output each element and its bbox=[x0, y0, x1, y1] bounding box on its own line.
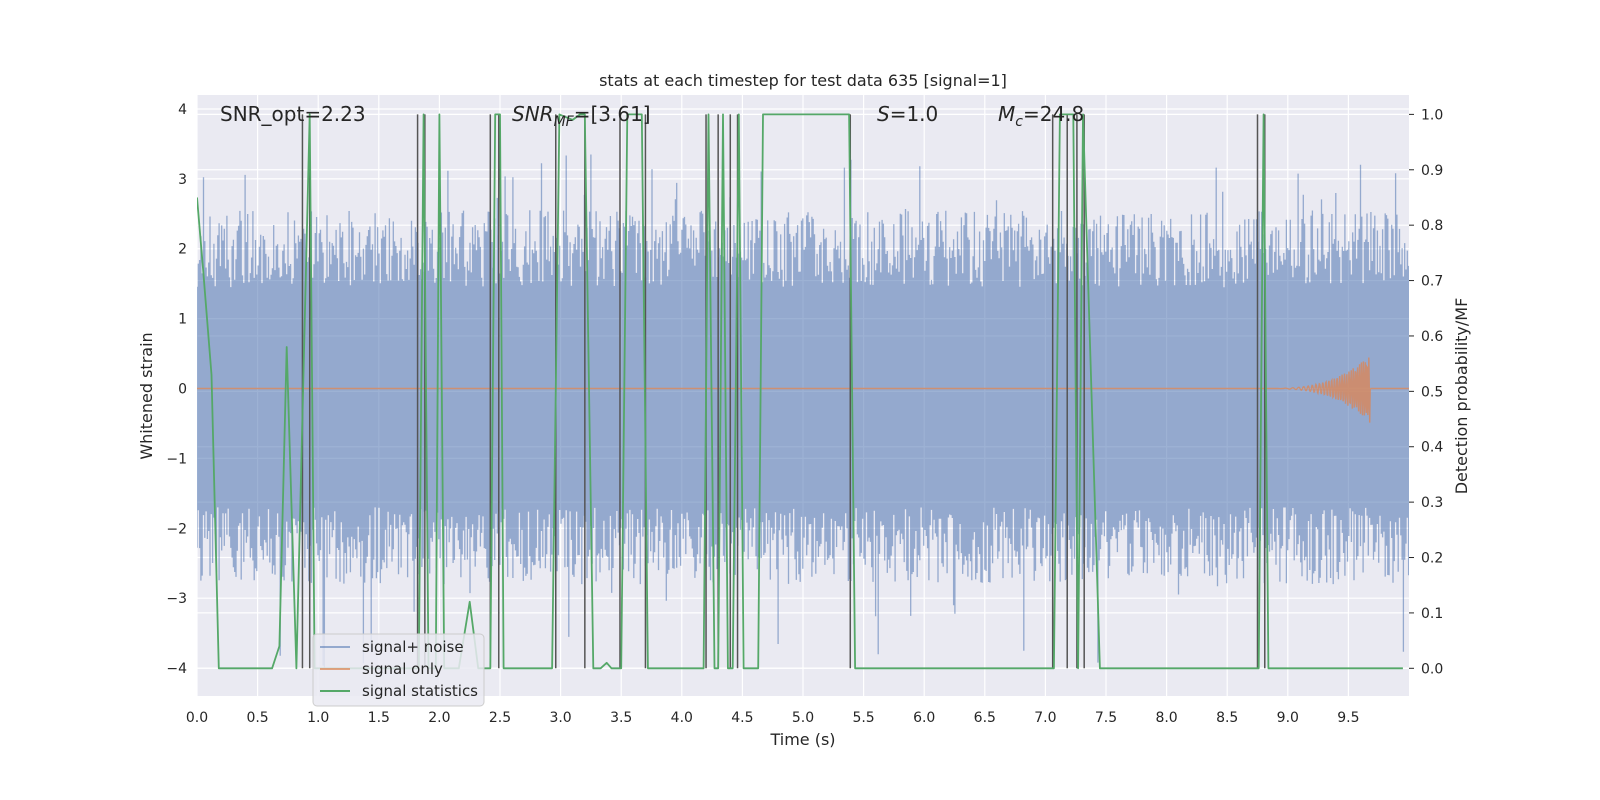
y-tick-label-right: 0.8 bbox=[1421, 218, 1443, 234]
x-tick-label: 1.5 bbox=[368, 710, 390, 726]
x-tick-label: 4.0 bbox=[671, 710, 693, 726]
y-tick-label-left: −2 bbox=[166, 521, 187, 537]
legend-box bbox=[312, 633, 485, 707]
x-tick-label: 5.0 bbox=[792, 710, 814, 726]
y-tick-label-left: 4 bbox=[178, 102, 187, 118]
y-axis-label-left: Whitened strain bbox=[137, 332, 156, 459]
x-tick-label: 2.5 bbox=[489, 710, 511, 726]
snr-mf-sub: MF bbox=[554, 114, 575, 130]
x-tick-label: 8.5 bbox=[1216, 710, 1238, 726]
x-tick-label: 0.0 bbox=[186, 710, 208, 726]
snr-mf-main: SNR bbox=[512, 102, 554, 126]
x-tick-label: 5.5 bbox=[852, 710, 874, 726]
y-tick-label-right: 0.1 bbox=[1421, 606, 1443, 622]
y-axis-label-right: Detection probability/MF bbox=[1452, 298, 1471, 495]
s-value: =1.0 bbox=[890, 102, 939, 126]
annotation-s: S=1.0 bbox=[877, 102, 938, 126]
y-tick-label-left: 3 bbox=[178, 172, 187, 188]
x-tick-label: 9.0 bbox=[1277, 710, 1299, 726]
mc-sub: c bbox=[1015, 114, 1023, 130]
signal-only-trace bbox=[197, 357, 1409, 423]
annotation-snr-mf: SNRMF=[3.61] bbox=[512, 102, 651, 130]
x-axis-label: Time (s) bbox=[769, 730, 835, 749]
mc-value: =24.8 bbox=[1023, 102, 1084, 126]
x-tick-label: 7.5 bbox=[1095, 710, 1117, 726]
y-tick-label-right: 0.6 bbox=[1421, 329, 1443, 345]
y-tick-label-right: 0.2 bbox=[1421, 551, 1443, 567]
y-tick-label-right: 0.9 bbox=[1421, 163, 1443, 179]
vertical-markers bbox=[301, 114, 1266, 669]
x-tick-label: 3.5 bbox=[610, 710, 632, 726]
x-tick-label: 4.5 bbox=[731, 710, 753, 726]
y-tick-label-left: −3 bbox=[166, 591, 187, 607]
y-tick-label-right: 0.5 bbox=[1421, 384, 1443, 400]
x-tick-label: 6.5 bbox=[974, 710, 996, 726]
x-tick-label: 6.0 bbox=[913, 710, 935, 726]
y-tick-label-left: −1 bbox=[166, 451, 187, 467]
y-tick-label-right: 0.7 bbox=[1421, 274, 1443, 290]
y-tick-label-left: 1 bbox=[178, 312, 187, 328]
y-tick-label-right: 1.0 bbox=[1421, 107, 1443, 123]
mc-main: M bbox=[998, 102, 1015, 126]
x-tick-label: 1.0 bbox=[307, 710, 329, 726]
snr-mf-value: =[3.61] bbox=[574, 102, 651, 126]
x-ticks: 0.0 0.5 1.0 1.5 2.0 2.5 3.0 3.5 4.0 4.5 5.0 5.5 6.0 6… bbox=[186, 710, 1360, 726]
legend-label-stats: signal statistics bbox=[362, 682, 478, 700]
legend-label-noise: signal+ noise bbox=[362, 638, 464, 656]
x-tick-label: 3.0 bbox=[549, 710, 571, 726]
legend: signal+ noise signal only signal statist… bbox=[312, 633, 485, 707]
x-tick-label: 2.0 bbox=[428, 710, 450, 726]
y-tick-label-right: 0.0 bbox=[1421, 661, 1443, 677]
x-tick-label: 0.5 bbox=[246, 710, 268, 726]
y-tick-label-left: −4 bbox=[166, 661, 187, 677]
y-tick-label-right: 0.3 bbox=[1421, 495, 1443, 511]
y-ticks-right: 0.0 0.1 0.2 0.3 0.4 0.5 0.6 0.7 0.8 0.9 1.0 bbox=[1409, 107, 1443, 677]
y-tick-label-right: 0.4 bbox=[1421, 440, 1443, 456]
x-tick-label: 7.0 bbox=[1034, 710, 1056, 726]
chart-title: stats at each timestep for test data 635… bbox=[599, 71, 1007, 90]
annotation-snr-opt: SNR_opt=2.23 bbox=[220, 102, 366, 126]
x-tick-label: 9.5 bbox=[1337, 710, 1359, 726]
signal-only-series bbox=[197, 357, 1409, 423]
s-main: S bbox=[877, 102, 890, 126]
y-tick-label-left: 2 bbox=[178, 242, 187, 258]
legend-label-signal: signal only bbox=[362, 660, 443, 678]
y-tick-label-left: 0 bbox=[178, 382, 187, 398]
x-tick-label: 8.0 bbox=[1155, 710, 1177, 726]
annotation-mc: Mc=24.8 bbox=[998, 102, 1084, 130]
y-ticks-left: −4 −3 −2 −1 0 1 2 3 4 bbox=[166, 102, 187, 677]
